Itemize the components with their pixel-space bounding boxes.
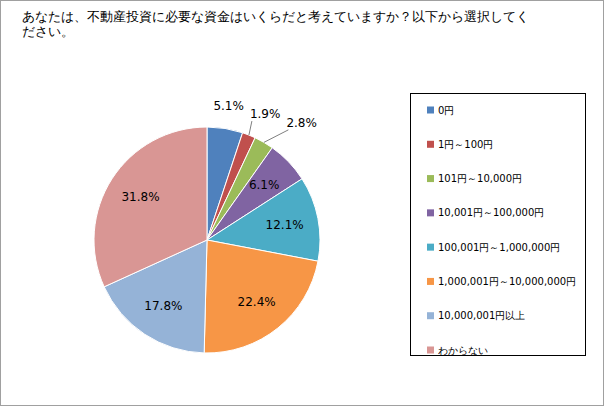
- legend-swatch: [427, 347, 434, 354]
- legend-swatch: [427, 175, 434, 182]
- legend-swatch: [427, 107, 434, 114]
- legend-label: 101円～10,000円: [438, 173, 522, 184]
- chart-title: あなたは、不動産投資に必要な資金はいくらだと考えていますか？以下から選択してくだ…: [22, 9, 534, 39]
- legend-swatch: [427, 278, 434, 285]
- data-label: 2.8%: [286, 116, 317, 130]
- legend-box: [411, 94, 586, 356]
- chart-container: あなたは、不動産投資に必要な資金はいくらだと考えていますか？以下から選択してくだ…: [0, 0, 604, 406]
- pie-slice: [94, 127, 207, 287]
- chart-svg: 5.1% 1.9% 2.8% 6.1% 12.1% 22.4% 17.8% 31.8% 0円 1円…: [0, 0, 604, 406]
- legend-swatch: [427, 244, 434, 251]
- legend-label: 10,001円～100,000円: [438, 207, 544, 218]
- leader-line: [264, 130, 288, 143]
- chart-frame: [1, 1, 604, 406]
- data-label: 12.1%: [266, 218, 304, 232]
- pie-slice: [204, 240, 318, 353]
- legend-label: 0円: [438, 105, 454, 116]
- legend: 0円 1円～100円 101円～10,000円 10,001円～100,000円 100…: [411, 94, 586, 356]
- data-label: 1.9%: [250, 107, 281, 121]
- data-label: 5.1%: [213, 99, 244, 113]
- legend-swatch: [427, 141, 434, 148]
- legend-label: 1,000,001円～10,000,000円: [438, 276, 576, 287]
- data-label: 6.1%: [249, 178, 280, 192]
- data-labels: 5.1% 1.9% 2.8% 6.1% 12.1% 22.4% 17.8% 31.8%: [121, 99, 316, 313]
- data-label: 17.8%: [144, 299, 182, 313]
- legend-label: 1円～100円: [438, 139, 493, 150]
- legend-label: 10,000,001円以上: [438, 310, 525, 321]
- leader-line: [249, 121, 252, 135]
- data-label: 31.8%: [121, 190, 159, 204]
- data-label: 22.4%: [238, 295, 276, 309]
- legend-swatch: [427, 312, 434, 319]
- legend-label: 100,001円～1,000,000円: [438, 242, 560, 253]
- slices: [94, 127, 320, 353]
- legend-swatch: [427, 209, 434, 216]
- legend-label: わからない: [438, 345, 488, 356]
